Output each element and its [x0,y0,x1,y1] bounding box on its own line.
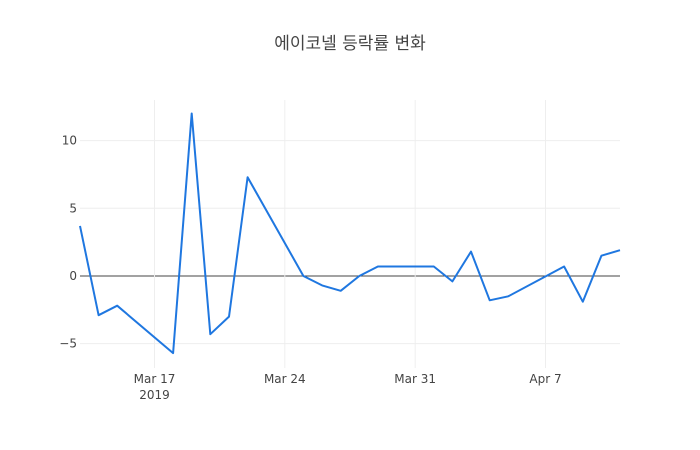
x-tick-label: Mar 31 [394,372,436,386]
y-tick-label: 5 [69,201,77,215]
series-line [79,112,621,355]
series-layer [79,112,621,355]
x-tick-label: Mar 17 [134,372,176,386]
grid-layer [80,100,620,368]
y-tick-label: 0 [69,269,77,283]
chart-title: 에이코넬 등락률 변화 [274,34,426,54]
x-tick-label: Apr 7 [529,372,561,386]
x-tick-label: Mar 24 [264,372,306,386]
y-tick-label: 10 [62,134,77,148]
x-tick-year-label: 2019 [139,388,170,402]
y-tick-label: −5 [59,337,77,351]
axis-layer: −5 0 5 10 Mar 17 2019 Mar 24 Mar 31 Apr 7 [59,134,561,402]
